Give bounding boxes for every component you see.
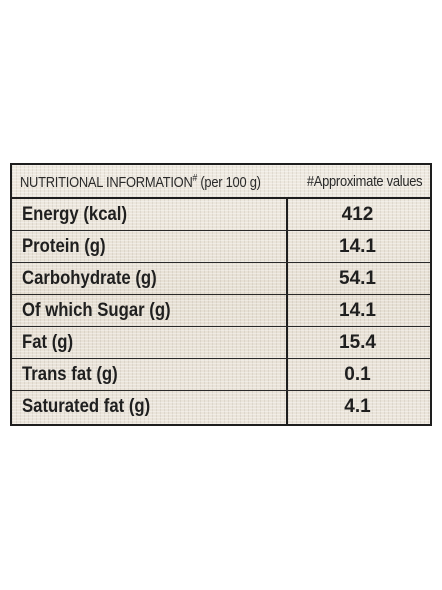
nutrient-name: Trans fat (g) xyxy=(22,364,118,385)
table-row: Carbohydrate (g) 54.1 xyxy=(12,263,430,295)
nutrient-name: Fat (g) xyxy=(22,332,74,353)
nutrient-name: Protein (g) xyxy=(22,236,106,257)
nutrition-label: NUTRITIONAL INFORMATION# (per 100 g) #Ap… xyxy=(10,163,432,426)
table-row: Of which Sugar (g) 14.1 xyxy=(12,295,430,327)
table-title-text: NUTRITIONAL INFORMATION xyxy=(20,174,193,191)
table-row: Energy (kcal) 412 xyxy=(12,199,430,231)
nutrient-name: Of which Sugar (g) xyxy=(22,300,171,321)
nutrient-value: 15.4 xyxy=(339,332,376,353)
table-row: Trans fat (g) 0.1 xyxy=(12,359,430,391)
nutrient-name: Energy (kcal) xyxy=(22,204,128,225)
column-divider xyxy=(286,199,288,424)
table-title-basis: (per 100 g) xyxy=(197,174,261,191)
nutrient-value: 14.1 xyxy=(339,300,376,321)
table-title-marker: # xyxy=(192,173,198,184)
approximate-values-note: #Approximate values xyxy=(306,173,422,190)
nutrient-value: 4.1 xyxy=(344,396,371,417)
table-row: Saturated fat (g) 4.1 xyxy=(12,391,430,420)
nutrient-value: 0.1 xyxy=(344,364,371,385)
nutrient-value: 14.1 xyxy=(339,236,376,257)
table-row: Fat (g) 15.4 xyxy=(12,327,430,359)
nutrient-name: Saturated fat (g) xyxy=(22,396,151,417)
table-header: NUTRITIONAL INFORMATION# (per 100 g) #Ap… xyxy=(12,165,430,199)
table-row: Protein (g) 14.1 xyxy=(12,231,430,263)
nutrient-value: 54.1 xyxy=(339,268,376,289)
table-title: NUTRITIONAL INFORMATION# (per 100 g) xyxy=(20,173,261,191)
nutrition-rows: Energy (kcal) 412 Protein (g) 14.1 Carbo… xyxy=(12,199,430,420)
nutrient-name: Carbohydrate (g) xyxy=(22,268,157,289)
nutrient-value: 412 xyxy=(341,204,374,225)
